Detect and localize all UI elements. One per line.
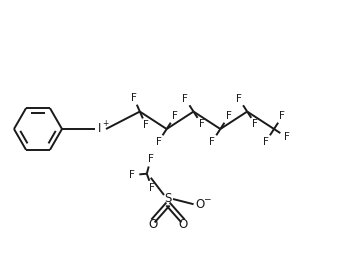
Text: F: F xyxy=(156,136,161,146)
Text: I: I xyxy=(98,123,102,135)
Text: O: O xyxy=(178,218,188,232)
Text: F: F xyxy=(263,136,269,146)
Text: F: F xyxy=(226,112,232,121)
Text: S: S xyxy=(164,192,172,206)
Text: F: F xyxy=(279,112,285,121)
Text: F: F xyxy=(236,94,242,104)
Text: F: F xyxy=(199,119,205,129)
Text: F: F xyxy=(131,93,137,103)
Text: F: F xyxy=(183,94,188,104)
Text: −: − xyxy=(203,195,210,204)
Text: F: F xyxy=(148,154,154,164)
Text: F: F xyxy=(143,120,149,130)
Text: O: O xyxy=(195,198,204,211)
Text: F: F xyxy=(209,136,215,146)
Text: O: O xyxy=(148,218,158,232)
Text: F: F xyxy=(252,119,258,129)
Text: +: + xyxy=(102,119,109,128)
Text: F: F xyxy=(284,132,290,142)
Text: F: F xyxy=(172,112,178,121)
Text: F: F xyxy=(149,183,155,193)
Text: F: F xyxy=(129,170,135,180)
